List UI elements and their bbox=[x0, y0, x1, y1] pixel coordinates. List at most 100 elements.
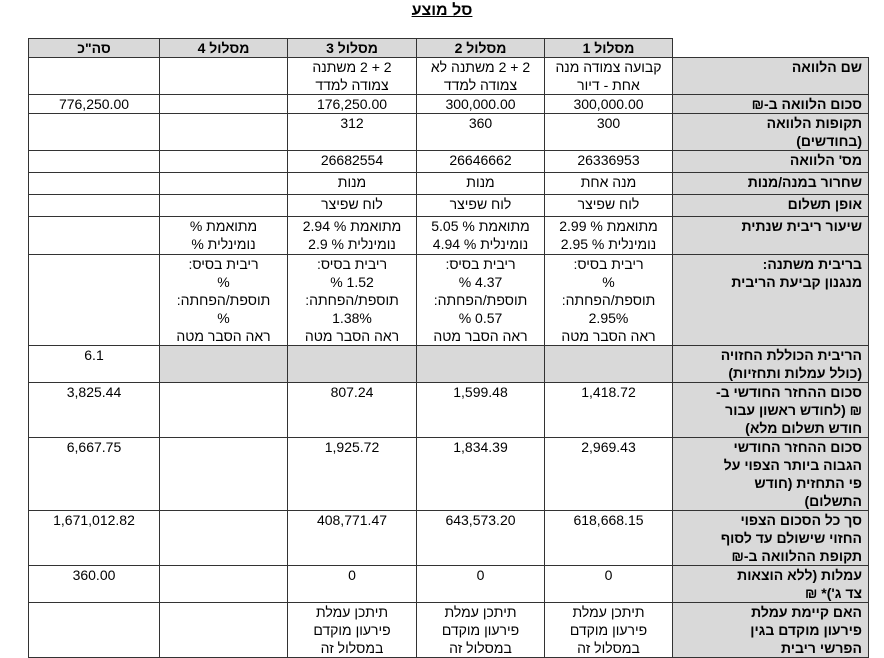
route-1-cell: ריבית בסיס: % תוספת/הפחתה: 2.95% ראה הסב… bbox=[544, 254, 673, 346]
table-row: שיעור ריבית שנתית מתואמת % 2.99 נומינלית … bbox=[28, 216, 869, 255]
row-label: אופן תשלום bbox=[672, 194, 869, 217]
route-2-cell: מתואמת % 5.05 נומינלית % 4.94 bbox=[416, 216, 545, 255]
row-label: סך כל הסכום הצפוי החזוי שישולם עד לסוף ת… bbox=[672, 510, 869, 566]
route-4-cell bbox=[159, 345, 288, 383]
route-3-cell: מנות bbox=[287, 172, 417, 195]
total-cell: 3,825.44 bbox=[28, 382, 160, 438]
table-row: תקופות הלוואה (בחודשים) 300 360 312 bbox=[28, 113, 869, 151]
total-cell bbox=[28, 216, 160, 255]
total-cell bbox=[28, 602, 160, 658]
row-label: האם קיימת עמלת פירעון מוקדם בגין הפרשי ר… bbox=[672, 602, 869, 658]
total-cell bbox=[28, 57, 160, 95]
row-label: סכום הלוואה ב-₪ bbox=[672, 94, 869, 114]
route-1-cell: 618,668.15 bbox=[544, 510, 673, 566]
route-4-cell bbox=[159, 150, 288, 173]
loan-comparison-table: מסלול 1 מסלול 2 מסלול 3 מסלול 4 סה"כ שם הלוו… bbox=[28, 38, 869, 658]
route-3-cell: 26682554 bbox=[287, 150, 417, 173]
route-1-cell: 1,418.72 bbox=[544, 382, 673, 438]
total-cell bbox=[28, 254, 160, 346]
route-2-cell: ריבית בסיס: 4.37 % תוספת/הפחתה: 0.57 % ר… bbox=[416, 254, 545, 346]
route-4-cell bbox=[159, 172, 288, 195]
route-2-cell: מנות bbox=[416, 172, 545, 195]
route-3-cell: 2 + 2 משתנה צמודה למדד bbox=[287, 57, 417, 95]
route-1-cell: מתואמת % 2.99 נומינלית % 2.95 bbox=[544, 216, 673, 255]
route-1-cell bbox=[544, 345, 673, 383]
row-label: תקופות הלוואה (בחודשים) bbox=[672, 113, 869, 151]
row-label: הריבית הכוללת החזויה (כולל עמלות ותחזיות… bbox=[672, 345, 869, 383]
route-1-cell: 0 bbox=[544, 565, 673, 603]
route-1-header: מסלול 1 bbox=[544, 38, 673, 58]
route-1-cell: 300,000.00 bbox=[544, 94, 673, 114]
header-row: מסלול 1 מסלול 2 מסלול 3 מסלול 4 סה"כ bbox=[28, 38, 869, 58]
row-label: עמלות (ללא הוצאות צד ג')* ₪ bbox=[672, 565, 869, 603]
table-row: סך כל הסכום הצפוי החזוי שישולם עד לסוף ת… bbox=[28, 510, 869, 566]
route-3-cell: 1,925.72 bbox=[287, 437, 417, 511]
route-3-cell: 408,771.47 bbox=[287, 510, 417, 566]
row-label: שם הלוואה bbox=[672, 57, 869, 95]
route-3-cell: 312 bbox=[287, 113, 417, 151]
route-2-cell: 1,599.48 bbox=[416, 382, 545, 438]
total-cell: 776,250.00 bbox=[28, 94, 160, 114]
route-2-cell: 26646662 bbox=[416, 150, 545, 173]
table-row: סכום הלוואה ב-₪ 300,000.00 300,000.00 176,2… bbox=[28, 94, 869, 114]
table-row: שם הלוואה קבועה צמודה מנה אחת - דיור 2 + 2… bbox=[28, 57, 869, 95]
table-row: עמלות (ללא הוצאות צד ג')* ₪ 0 0 0 360.00 bbox=[28, 565, 869, 603]
total-cell: 1,671,012.82 bbox=[28, 510, 160, 566]
total-cell: 6,667.75 bbox=[28, 437, 160, 511]
route-2-cell: תיתכן עמלת פירעון מוקדם במסלול זה bbox=[416, 602, 545, 658]
total-cell: 6.1 bbox=[28, 345, 160, 383]
route-4-cell bbox=[159, 565, 288, 603]
route-4-cell bbox=[159, 602, 288, 658]
total-cell bbox=[28, 113, 160, 151]
row-label: סכום ההחזר החודשי ב- ₪ (לחודש ראשון עבור… bbox=[672, 382, 869, 438]
route-3-cell: מתואמת % 2.94 נומינלית % 2.9 bbox=[287, 216, 417, 255]
table-row: סכום ההחזר החודשי ב- ₪ (לחודש ראשון עבור… bbox=[28, 382, 869, 438]
route-1-cell: מנה אחת bbox=[544, 172, 673, 195]
route-1-cell: 26336953 bbox=[544, 150, 673, 173]
route-4-cell bbox=[159, 94, 288, 114]
table-row: אופן תשלום לוח שפיצר לוח שפיצר לוח שפיצר bbox=[28, 194, 869, 217]
route-1-cell: 2,969.43 bbox=[544, 437, 673, 511]
total-header: סה"כ bbox=[28, 38, 160, 58]
route-3-cell: 0 bbox=[287, 565, 417, 603]
total-cell: 360.00 bbox=[28, 565, 160, 603]
route-4-cell bbox=[159, 194, 288, 217]
route-1-cell: לוח שפיצר bbox=[544, 194, 673, 217]
route-1-cell: קבועה צמודה מנה אחת - דיור bbox=[544, 57, 673, 95]
total-cell bbox=[28, 194, 160, 217]
route-2-cell: 300,000.00 bbox=[416, 94, 545, 114]
route-4-cell bbox=[159, 382, 288, 438]
route-2-header: מסלול 2 bbox=[416, 38, 545, 58]
route-4-header: מסלול 4 bbox=[159, 38, 288, 58]
route-3-cell: תיתכן עמלת פירעון מוקדם במסלול זה bbox=[287, 602, 417, 658]
page-title: סל מוצע bbox=[411, 2, 473, 19]
table-row: שחרור במנה/מנות מנה אחת מנות מנות bbox=[28, 172, 869, 195]
table-row: מס' הלוואה 26336953 26646662 26682554 bbox=[28, 150, 869, 173]
route-3-cell: לוח שפיצר bbox=[287, 194, 417, 217]
route-1-cell: תיתכן עמלת פירעון מוקדם במסלול זה bbox=[544, 602, 673, 658]
route-3-header: מסלול 3 bbox=[287, 38, 417, 58]
route-4-cell: ריבית בסיס: % תוספת/הפחתה: % ראה הסבר מט… bbox=[159, 254, 288, 346]
route-2-cell bbox=[416, 345, 545, 383]
row-label: שחרור במנה/מנות bbox=[672, 172, 869, 195]
route-1-cell: 300 bbox=[544, 113, 673, 151]
route-2-cell: 0 bbox=[416, 565, 545, 603]
route-4-cell bbox=[159, 57, 288, 95]
route-3-cell: 176,250.00 bbox=[287, 94, 417, 114]
table-row: הריבית הכוללת החזויה (כולל עמלות ותחזיות… bbox=[28, 345, 869, 383]
total-cell bbox=[28, 150, 160, 173]
route-2-cell: 643,573.20 bbox=[416, 510, 545, 566]
row-label: שיעור ריבית שנתית bbox=[672, 216, 869, 255]
route-4-cell bbox=[159, 510, 288, 566]
route-4-cell bbox=[159, 113, 288, 151]
total-cell bbox=[28, 172, 160, 195]
route-2-cell: לוח שפיצר bbox=[416, 194, 545, 217]
table-row: בריבית משתנה: מנגנון קביעת הריבית ריבית ב… bbox=[28, 254, 869, 346]
route-4-cell bbox=[159, 437, 288, 511]
row-label: סכום ההחזר החודשי הגבוה ביותר הצפוי על פ… bbox=[672, 437, 869, 511]
table-row: האם קיימת עמלת פירעון מוקדם בגין הפרשי ר… bbox=[28, 602, 869, 658]
route-4-cell: מתואמת % נומינלית % bbox=[159, 216, 288, 255]
route-3-cell: 807.24 bbox=[287, 382, 417, 438]
route-2-cell: 360 bbox=[416, 113, 545, 151]
route-2-cell: 2 + 2 משתנה לא צמודה למדד bbox=[416, 57, 545, 95]
